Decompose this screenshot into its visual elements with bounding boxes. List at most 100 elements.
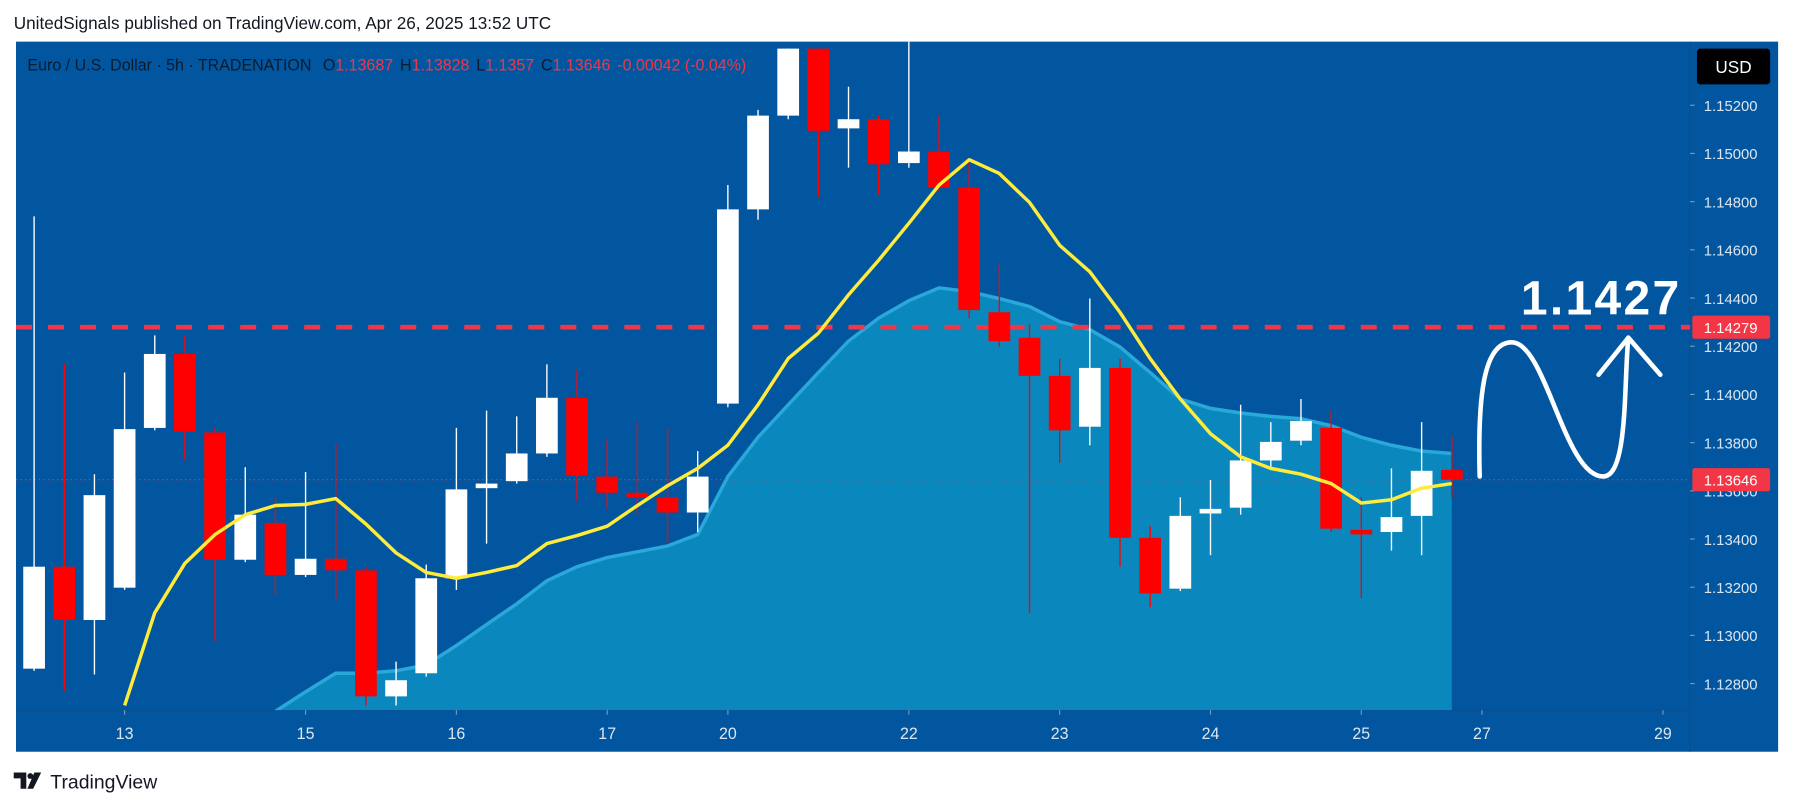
currency-label[interactable]: USD	[1715, 57, 1751, 77]
y-tick-label: 1.14400	[1704, 291, 1758, 308]
candle-body	[686, 476, 709, 513]
candle-body	[807, 48, 830, 131]
y-tick-label: 1.12800	[1704, 676, 1758, 693]
symbol-title: Euro / U.S. Dollar · 5h · TRADENATION	[27, 56, 311, 74]
price-line-label: 1.14279	[1704, 320, 1758, 337]
candle-body	[1440, 469, 1463, 480]
brand-name: TradingView	[50, 772, 158, 794]
x-tick-label: 29	[1654, 725, 1672, 743]
candle-body	[958, 187, 981, 311]
publish-header: UnitedSignals published on TradingView.c…	[14, 13, 551, 33]
area-line	[274, 286, 1452, 711]
x-tick-label: 22	[900, 725, 918, 743]
candle-body	[475, 483, 498, 489]
current-price-label-box	[1692, 468, 1771, 492]
candle-body	[264, 522, 287, 575]
y-tick-label: 1.14600	[1704, 243, 1758, 260]
x-tick-label: 20	[719, 725, 737, 743]
current-price-label: 1.13646	[1704, 472, 1758, 489]
candle-body	[1048, 375, 1071, 431]
y-tick-label: 1.14200	[1704, 339, 1758, 356]
candle-body	[385, 680, 407, 697]
candle-body	[294, 558, 317, 575]
y-tick-label: 1.13400	[1704, 532, 1758, 549]
ohlc-value: 1.13687	[335, 56, 393, 74]
y-tick-label: 1.15000	[1704, 146, 1758, 163]
x-tick-label: 23	[1051, 725, 1069, 743]
x-tick-label: 17	[598, 725, 616, 743]
candle-body	[656, 497, 679, 513]
candle-body	[897, 151, 920, 164]
candle-body	[1320, 427, 1342, 529]
candle-body	[626, 492, 649, 498]
candle-body	[1199, 508, 1222, 514]
candle-body	[83, 495, 106, 620]
ohlc-letter: C	[541, 56, 553, 74]
candle-body	[988, 312, 1011, 342]
candle-body	[143, 353, 166, 428]
candle-body	[415, 578, 438, 674]
candle-body	[536, 397, 558, 454]
candle-body	[928, 151, 950, 188]
price-line-label-box	[1692, 315, 1771, 339]
y-tick-label: 1.13200	[1704, 580, 1758, 597]
ohlc-value: 1.13828	[412, 56, 470, 74]
candle-body	[596, 476, 619, 493]
candle-body	[113, 429, 136, 588]
candle-body	[1018, 337, 1041, 376]
x-tick-label: 13	[116, 725, 134, 743]
candle-body	[1410, 470, 1433, 516]
candle-body	[717, 209, 739, 404]
plot	[16, 41, 1691, 711]
candle-body	[1229, 460, 1252, 508]
candle-body	[1259, 441, 1282, 461]
change: -0.00042 (-0.04%)	[617, 56, 746, 74]
candle-body	[747, 115, 769, 210]
candle-body	[1169, 515, 1192, 589]
ohlc-value: 1.1357	[485, 56, 534, 74]
candle-body	[1109, 367, 1131, 538]
legend: Euro / U.S. Dollar · 5h · TRADENATION O1.…	[27, 56, 746, 74]
candle-body	[445, 489, 468, 579]
annotation: 1.1427	[1521, 271, 1682, 325]
candle-body	[204, 432, 226, 560]
area-fill	[275, 287, 1452, 711]
candle-body	[1350, 529, 1373, 535]
candle-body	[1078, 367, 1101, 427]
ohlc-value: 1.13646	[553, 56, 611, 74]
y-tick-label: 1.14000	[1704, 387, 1758, 404]
candle-body	[1139, 537, 1162, 594]
candle-body	[324, 558, 347, 571]
y-tick-label: 1.15200	[1704, 98, 1758, 115]
axes: 1.128001.130001.132001.134001.136001.138…	[116, 98, 1771, 743]
candle-body	[355, 570, 377, 697]
x-tick-label: 16	[447, 725, 465, 743]
moving-average	[123, 157, 1453, 707]
ohlc-letter: O	[323, 56, 335, 74]
y-tick-label: 1.14800	[1704, 194, 1758, 211]
x-tick-label: 15	[297, 725, 315, 743]
ohlc-letter: H	[400, 56, 412, 74]
candle-body	[174, 353, 196, 432]
drawn-arrow	[1477, 335, 1631, 479]
y-tick-label: 1.13800	[1704, 435, 1758, 452]
candle-body	[234, 514, 257, 560]
candle-body	[867, 119, 890, 165]
candle-body	[566, 397, 588, 476]
currency-button[interactable]	[1696, 48, 1771, 85]
candle-body	[837, 119, 860, 129]
candle-body	[23, 566, 45, 669]
candle-body	[1290, 420, 1312, 441]
y-tick-label: 1.13000	[1704, 628, 1758, 645]
ohlc-letter: L	[476, 56, 485, 74]
arrow-head	[1596, 335, 1663, 378]
candle-body	[777, 48, 800, 116]
x-tick-label: 24	[1202, 725, 1220, 743]
brand-logo	[13, 772, 42, 789]
x-tick-label: 25	[1352, 725, 1370, 743]
candle-body	[505, 453, 528, 482]
candle-body	[1380, 517, 1403, 533]
candle-body	[53, 566, 76, 620]
